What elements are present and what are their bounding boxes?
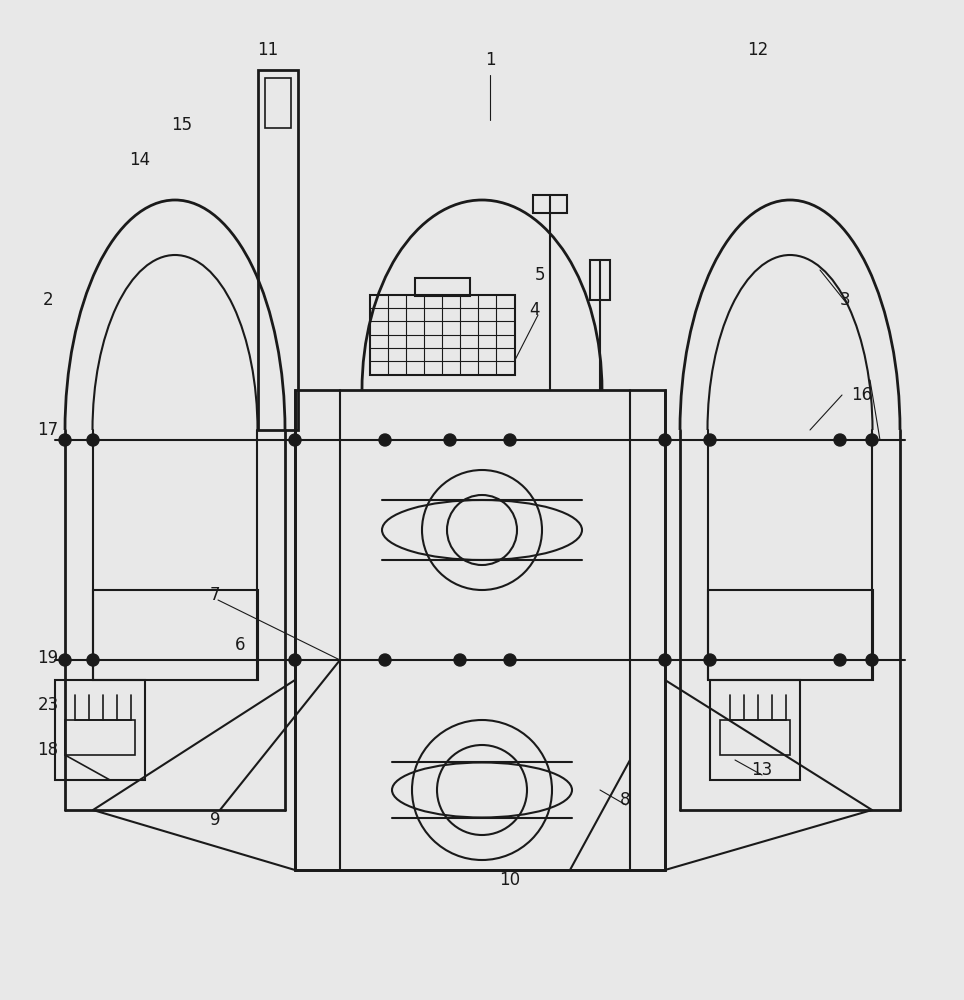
Bar: [370, 295, 515, 375]
Bar: [258, 70, 298, 430]
Bar: [708, 590, 873, 680]
Circle shape: [289, 434, 301, 446]
Text: 8: 8: [620, 791, 630, 809]
Text: 9: 9: [210, 811, 220, 829]
Circle shape: [659, 654, 671, 666]
Text: 19: 19: [38, 649, 59, 667]
Bar: [710, 680, 800, 780]
Bar: [415, 278, 470, 296]
Circle shape: [704, 434, 716, 446]
Circle shape: [866, 654, 878, 666]
Text: 16: 16: [851, 386, 872, 404]
Text: 14: 14: [129, 151, 150, 169]
Circle shape: [444, 434, 456, 446]
Circle shape: [379, 654, 391, 666]
Text: 4: 4: [530, 301, 540, 319]
Text: 17: 17: [38, 421, 59, 439]
Bar: [533, 195, 567, 213]
Text: 10: 10: [499, 871, 521, 889]
Bar: [295, 390, 665, 870]
Text: 1: 1: [485, 51, 495, 69]
Circle shape: [59, 654, 71, 666]
Circle shape: [834, 654, 846, 666]
Text: 7: 7: [210, 586, 220, 604]
Circle shape: [379, 434, 391, 446]
Circle shape: [659, 434, 671, 446]
Circle shape: [289, 654, 301, 666]
Circle shape: [866, 434, 878, 446]
Bar: [265, 78, 291, 128]
Text: 11: 11: [257, 41, 279, 59]
Bar: [720, 720, 790, 755]
Text: 6: 6: [235, 636, 245, 654]
Text: 15: 15: [172, 116, 193, 134]
Circle shape: [504, 654, 516, 666]
Text: 12: 12: [747, 41, 768, 59]
Circle shape: [59, 434, 71, 446]
Circle shape: [454, 654, 466, 666]
Text: 23: 23: [38, 696, 59, 714]
Bar: [65, 720, 135, 755]
Bar: [93, 590, 258, 680]
Text: 5: 5: [535, 266, 546, 284]
Circle shape: [87, 434, 99, 446]
Circle shape: [504, 434, 516, 446]
Bar: [55, 680, 145, 780]
Circle shape: [87, 654, 99, 666]
Text: 3: 3: [840, 291, 850, 309]
Text: 13: 13: [751, 761, 772, 779]
Text: 18: 18: [38, 741, 59, 759]
Circle shape: [834, 434, 846, 446]
Circle shape: [704, 654, 716, 666]
Bar: [590, 260, 610, 300]
Text: 2: 2: [42, 291, 53, 309]
